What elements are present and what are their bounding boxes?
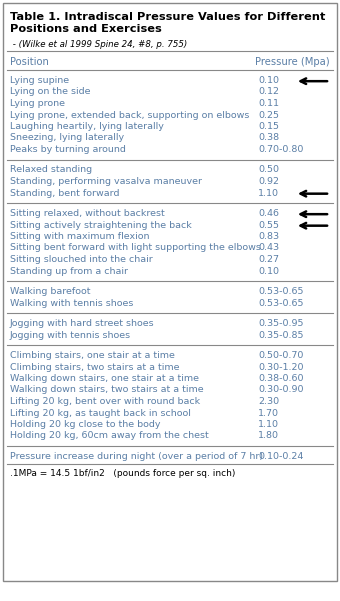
Text: Walking down stairs, one stair at a time: Walking down stairs, one stair at a time xyxy=(10,374,199,383)
Text: Lying prone, extended back, supporting on elbows: Lying prone, extended back, supporting o… xyxy=(10,111,249,120)
Text: Lying on the side: Lying on the side xyxy=(10,88,90,97)
Text: 0.50: 0.50 xyxy=(258,165,279,174)
Text: Climbing stairs, two stairs at a time: Climbing stairs, two stairs at a time xyxy=(10,362,180,371)
Text: Lying supine: Lying supine xyxy=(10,76,69,85)
Text: Peaks by turning around: Peaks by turning around xyxy=(10,145,126,154)
Text: Table 1. Intradiscal Pressure Values for Different
Positions and Exercises: Table 1. Intradiscal Pressure Values for… xyxy=(10,12,325,34)
Text: 0.30-1.20: 0.30-1.20 xyxy=(258,362,304,371)
Text: 0.11: 0.11 xyxy=(258,99,279,108)
Text: Walking with tennis shoes: Walking with tennis shoes xyxy=(10,299,133,308)
Text: 0.53-0.65: 0.53-0.65 xyxy=(258,287,304,296)
Text: 0.53-0.65: 0.53-0.65 xyxy=(258,299,304,308)
Text: Climbing stairs, one stair at a time: Climbing stairs, one stair at a time xyxy=(10,351,175,360)
Text: .1MPa = 14.5 1bf/in2   (pounds force per sq. inch): .1MPa = 14.5 1bf/in2 (pounds force per s… xyxy=(10,469,235,478)
Text: 0.92: 0.92 xyxy=(258,177,279,186)
Text: Walking down stairs, two stairs at a time: Walking down stairs, two stairs at a tim… xyxy=(10,385,204,394)
Text: 1.10: 1.10 xyxy=(258,189,279,198)
Text: 0.50-0.70: 0.50-0.70 xyxy=(258,351,303,360)
Text: Relaxed standing: Relaxed standing xyxy=(10,165,92,174)
Text: 0.15: 0.15 xyxy=(258,122,279,131)
Text: Lifting 20 kg, bent over with round back: Lifting 20 kg, bent over with round back xyxy=(10,397,200,406)
Text: - (Wilke et al 1999 Spine 24, #8, p. 755): - (Wilke et al 1999 Spine 24, #8, p. 755… xyxy=(10,40,187,49)
Text: 0.25: 0.25 xyxy=(258,111,279,120)
Text: Position: Position xyxy=(10,57,49,67)
Text: Holding 20 kg close to the body: Holding 20 kg close to the body xyxy=(10,420,160,429)
Text: 0.10: 0.10 xyxy=(258,266,279,275)
Text: 0.38: 0.38 xyxy=(258,133,279,142)
Text: 0.10-0.24: 0.10-0.24 xyxy=(258,452,303,461)
Text: 0.46: 0.46 xyxy=(258,209,279,218)
Text: Standing, performing vasalva maneuver: Standing, performing vasalva maneuver xyxy=(10,177,202,186)
Text: Standing up from a chair: Standing up from a chair xyxy=(10,266,128,275)
Text: Laughing heartily, lying laterally: Laughing heartily, lying laterally xyxy=(10,122,164,131)
Text: 1.80: 1.80 xyxy=(258,432,279,441)
Text: 0.30-0.90: 0.30-0.90 xyxy=(258,385,304,394)
Text: 0.35-0.85: 0.35-0.85 xyxy=(258,331,304,340)
Text: Holding 20 kg, 60cm away from the chest: Holding 20 kg, 60cm away from the chest xyxy=(10,432,209,441)
Text: 0.35-0.95: 0.35-0.95 xyxy=(258,319,304,328)
Text: Lifting 20 kg, as taught back in school: Lifting 20 kg, as taught back in school xyxy=(10,409,191,418)
Text: Sitting with maximum flexion: Sitting with maximum flexion xyxy=(10,232,150,241)
Text: Standing, bent forward: Standing, bent forward xyxy=(10,189,119,198)
Text: 0.12: 0.12 xyxy=(258,88,279,97)
Text: 1.10: 1.10 xyxy=(258,420,279,429)
Text: 0.43: 0.43 xyxy=(258,243,279,252)
Text: 1.70: 1.70 xyxy=(258,409,279,418)
Text: Sitting actively straightening the back: Sitting actively straightening the back xyxy=(10,221,192,230)
Text: Sitting slouched into the chair: Sitting slouched into the chair xyxy=(10,255,153,264)
Text: 2.30: 2.30 xyxy=(258,397,279,406)
Text: Pressure (Mpa): Pressure (Mpa) xyxy=(255,57,330,67)
Text: 0.83: 0.83 xyxy=(258,232,279,241)
Text: Jogging with tennis shoes: Jogging with tennis shoes xyxy=(10,331,131,340)
Text: Pressure increase during night (over a period of 7 hr): Pressure increase during night (over a p… xyxy=(10,452,263,461)
Text: Sitting bent forward with light supporting the elbows: Sitting bent forward with light supporti… xyxy=(10,243,261,252)
Text: Walking barefoot: Walking barefoot xyxy=(10,287,90,296)
Text: 0.55: 0.55 xyxy=(258,221,279,230)
Text: 0.38-0.60: 0.38-0.60 xyxy=(258,374,304,383)
Text: Lying prone: Lying prone xyxy=(10,99,65,108)
Text: 0.27: 0.27 xyxy=(258,255,279,264)
Text: Sneezing, lying laterally: Sneezing, lying laterally xyxy=(10,133,124,142)
Text: 0.70-0.80: 0.70-0.80 xyxy=(258,145,303,154)
Text: Sitting relaxed, without backrest: Sitting relaxed, without backrest xyxy=(10,209,165,218)
Text: Jogging with hard street shoes: Jogging with hard street shoes xyxy=(10,319,155,328)
Text: 0.10: 0.10 xyxy=(258,76,279,85)
